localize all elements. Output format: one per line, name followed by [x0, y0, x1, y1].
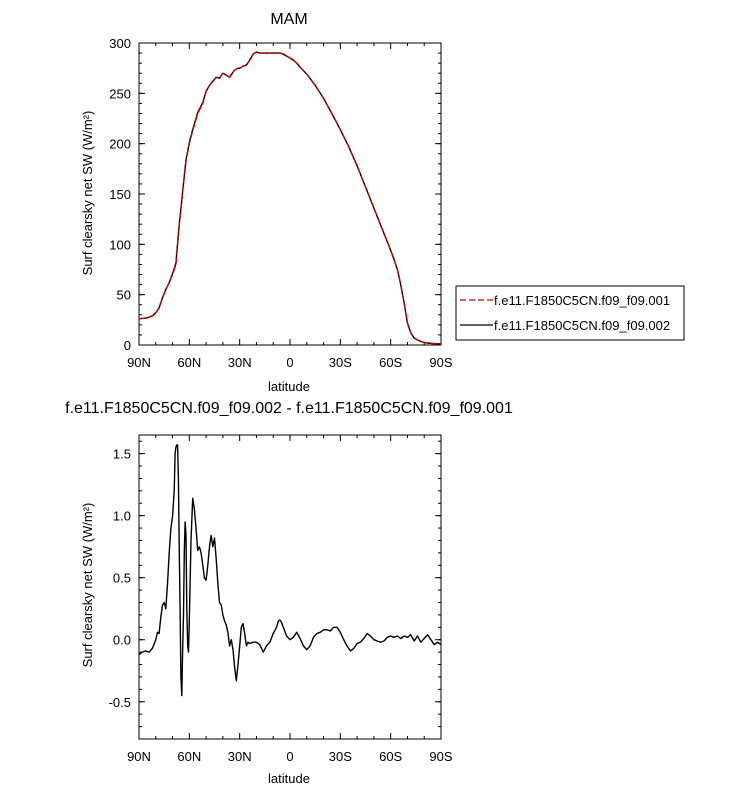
top-x-tick-label: 0	[286, 355, 293, 370]
top-x-tick-label: 60S	[379, 355, 402, 370]
top-x-tick-label: 90S	[429, 355, 452, 370]
bottom-x-tick-label: 60S	[379, 749, 402, 764]
legend-label-series-1: f.e11.F1850C5CN.f09_f09.001	[494, 293, 670, 308]
bottom-y-tick-label: 0.0	[113, 633, 131, 648]
bottom-x-tick-label: 90S	[429, 749, 452, 764]
bottom-plot-area: 90N 60N 30N 0 30S 60S 90S -0.5 0.0 0.5 1.0 1.5	[109, 434, 453, 764]
top-y-tick-label: 50	[117, 288, 131, 303]
top-y-tick-label: 150	[109, 187, 131, 202]
top-x-tick-label: 90N	[127, 355, 151, 370]
bottom-series-line-1	[138, 444, 442, 697]
bottom-y-tick-label: 1.5	[113, 447, 131, 462]
top-y-axis-label: Surf clearsky net SW (W/m²)	[80, 111, 95, 276]
top-x-tick-label: 30N	[228, 355, 252, 370]
bottom-y-tick-label: 0.5	[113, 571, 131, 586]
bottom-panel: f.e11.F1850C5CN.f09_f09.002 - f.e11.F185…	[65, 400, 513, 786]
top-x-tick-label: 60N	[177, 355, 201, 370]
top-y-tick-label: 0	[124, 338, 131, 353]
bottom-chart-title: f.e11.F1850C5CN.f09_f09.002 - f.e11.F185…	[65, 400, 513, 417]
top-y-tick-label: 200	[109, 137, 131, 152]
bottom-y-axis-label: Surf clearsky net SW (W/m²)	[80, 503, 95, 668]
top-y-tick-label: 250	[109, 86, 131, 101]
bottom-x-tick-label: 30N	[228, 749, 252, 764]
top-series-line-2	[138, 51, 442, 345]
top-x-axis-label: latitude	[268, 379, 310, 394]
bottom-x-tick-label: 0	[286, 749, 293, 764]
legend-label-series-2: f.e11.F1850C5CN.f09_f09.002	[494, 318, 670, 333]
top-series-line-1	[138, 51, 442, 345]
bottom-x-tick-label: 90N	[127, 749, 151, 764]
top-y-tick-label: 100	[109, 237, 131, 252]
bottom-x-tick-label: 30S	[329, 749, 352, 764]
top-plot-frame	[138, 42, 442, 346]
top-x-tick-label: 30S	[329, 355, 352, 370]
top-y-tick-label: 300	[109, 36, 131, 51]
bottom-y-tick-label: 1.0	[113, 509, 131, 524]
legend-box	[455, 285, 685, 341]
bottom-x-axis-label: latitude	[268, 771, 310, 786]
top-plot-area: 90N 60N 30N 0 30S 60S 90S 0 50 100 150 200 250 300	[109, 36, 453, 370]
top-chart-title: MAM	[270, 11, 307, 28]
bottom-y-tick-label: -0.5	[109, 695, 131, 710]
bottom-x-tick-label: 60N	[177, 749, 201, 764]
top-legend: f.e11.F1850C5CN.f09_f09.001 f.e11.F1850C…	[455, 285, 685, 341]
top-panel: MAM 90N 60N 30N 0 30S 60S 90S 0 50 100 150 200 250 30…	[80, 11, 685, 394]
